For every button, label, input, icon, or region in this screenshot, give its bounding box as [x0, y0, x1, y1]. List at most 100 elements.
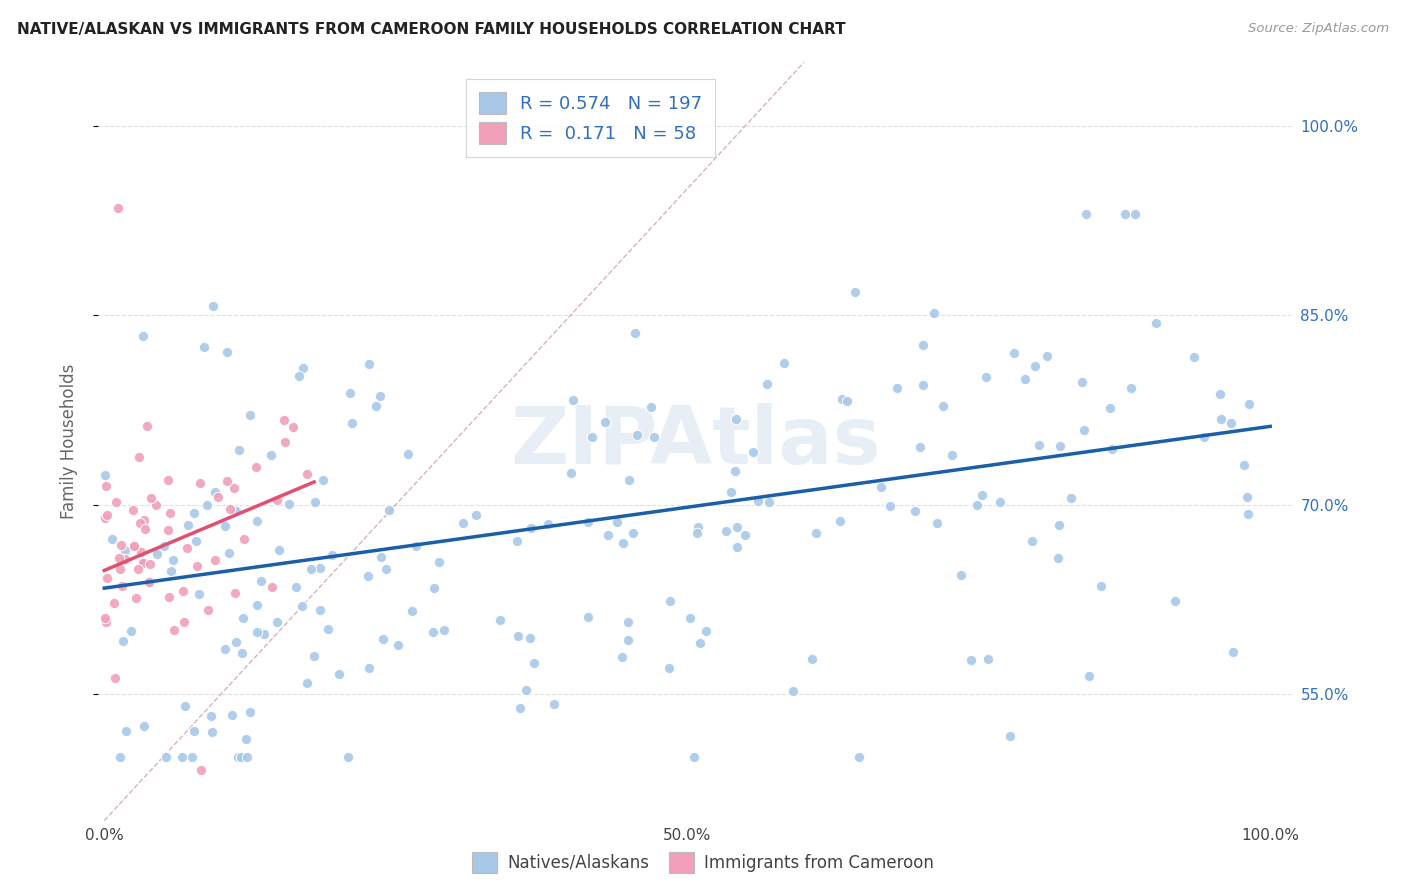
Point — [153, 539, 176, 553]
Point — [125, 591, 148, 605]
Point — [157, 524, 180, 538]
Point — [232, 532, 254, 546]
Point — [1028, 438, 1050, 452]
Point — [309, 561, 332, 575]
Point — [204, 553, 226, 567]
Point — [368, 390, 391, 404]
Point — [288, 368, 311, 383]
Point — [1035, 349, 1057, 363]
Point — [155, 750, 177, 764]
Point — [96, 508, 118, 522]
Point — [1237, 397, 1260, 411]
Point — [131, 556, 153, 570]
Point — [340, 416, 363, 430]
Point — [488, 613, 510, 627]
Point — [274, 435, 297, 450]
Point — [139, 491, 162, 505]
Point — [222, 481, 245, 495]
Point — [576, 609, 599, 624]
Point — [187, 587, 209, 601]
Point — [157, 591, 180, 605]
Point — [1002, 346, 1025, 360]
Point — [103, 596, 125, 610]
Point — [201, 725, 224, 739]
Point — [725, 412, 748, 426]
Text: ZIPAtlas: ZIPAtlas — [510, 402, 882, 481]
Point — [1192, 429, 1215, 443]
Point — [253, 627, 276, 641]
Point — [422, 625, 444, 640]
Point — [110, 562, 132, 576]
Point — [339, 385, 361, 400]
Point — [1123, 207, 1146, 221]
Point — [782, 684, 804, 698]
Point — [1236, 490, 1258, 504]
Point — [107, 201, 129, 215]
Point — [508, 629, 530, 643]
Point — [1076, 207, 1098, 221]
Point — [683, 750, 706, 764]
Point — [129, 516, 152, 530]
Point — [800, 652, 823, 666]
Point — [226, 750, 249, 764]
Point — [132, 329, 155, 343]
Point — [515, 683, 537, 698]
Point — [225, 504, 247, 518]
Point — [304, 495, 326, 509]
Point — [269, 543, 291, 558]
Point — [232, 611, 254, 625]
Point — [299, 562, 322, 576]
Point — [1101, 442, 1123, 457]
Point — [1222, 644, 1244, 658]
Point — [364, 399, 387, 413]
Point — [134, 513, 156, 527]
Point — [617, 633, 640, 648]
Point — [214, 519, 236, 533]
Point — [112, 634, 135, 648]
Point — [260, 448, 283, 462]
Point — [250, 574, 273, 588]
Point — [941, 448, 963, 462]
Point — [1164, 594, 1187, 608]
Point — [686, 520, 709, 534]
Point — [870, 480, 893, 494]
Point — [229, 750, 252, 764]
Point — [120, 624, 142, 638]
Point — [1047, 517, 1070, 532]
Point — [371, 632, 394, 647]
Point — [359, 660, 381, 674]
Point — [224, 586, 246, 600]
Point — [122, 538, 145, 552]
Point — [204, 484, 226, 499]
Point — [127, 562, 149, 576]
Point — [537, 517, 560, 532]
Point — [596, 528, 619, 542]
Point — [111, 579, 134, 593]
Point — [543, 697, 565, 711]
Point — [624, 326, 647, 340]
Point — [235, 732, 257, 747]
Point — [396, 447, 419, 461]
Point — [180, 750, 202, 764]
Point — [922, 306, 945, 320]
Point — [297, 467, 319, 482]
Point — [134, 719, 156, 733]
Point — [837, 393, 859, 408]
Point — [606, 515, 628, 529]
Point — [122, 539, 145, 553]
Point — [576, 515, 599, 529]
Point — [273, 412, 295, 426]
Point — [159, 507, 181, 521]
Point — [844, 285, 866, 299]
Point — [1236, 507, 1258, 521]
Point — [465, 508, 488, 522]
Point — [976, 652, 998, 666]
Point — [509, 700, 531, 714]
Point — [228, 442, 250, 457]
Point — [337, 750, 360, 764]
Point — [374, 562, 396, 576]
Point — [1078, 668, 1101, 682]
Point — [758, 495, 780, 509]
Point — [162, 624, 184, 638]
Point — [239, 409, 262, 423]
